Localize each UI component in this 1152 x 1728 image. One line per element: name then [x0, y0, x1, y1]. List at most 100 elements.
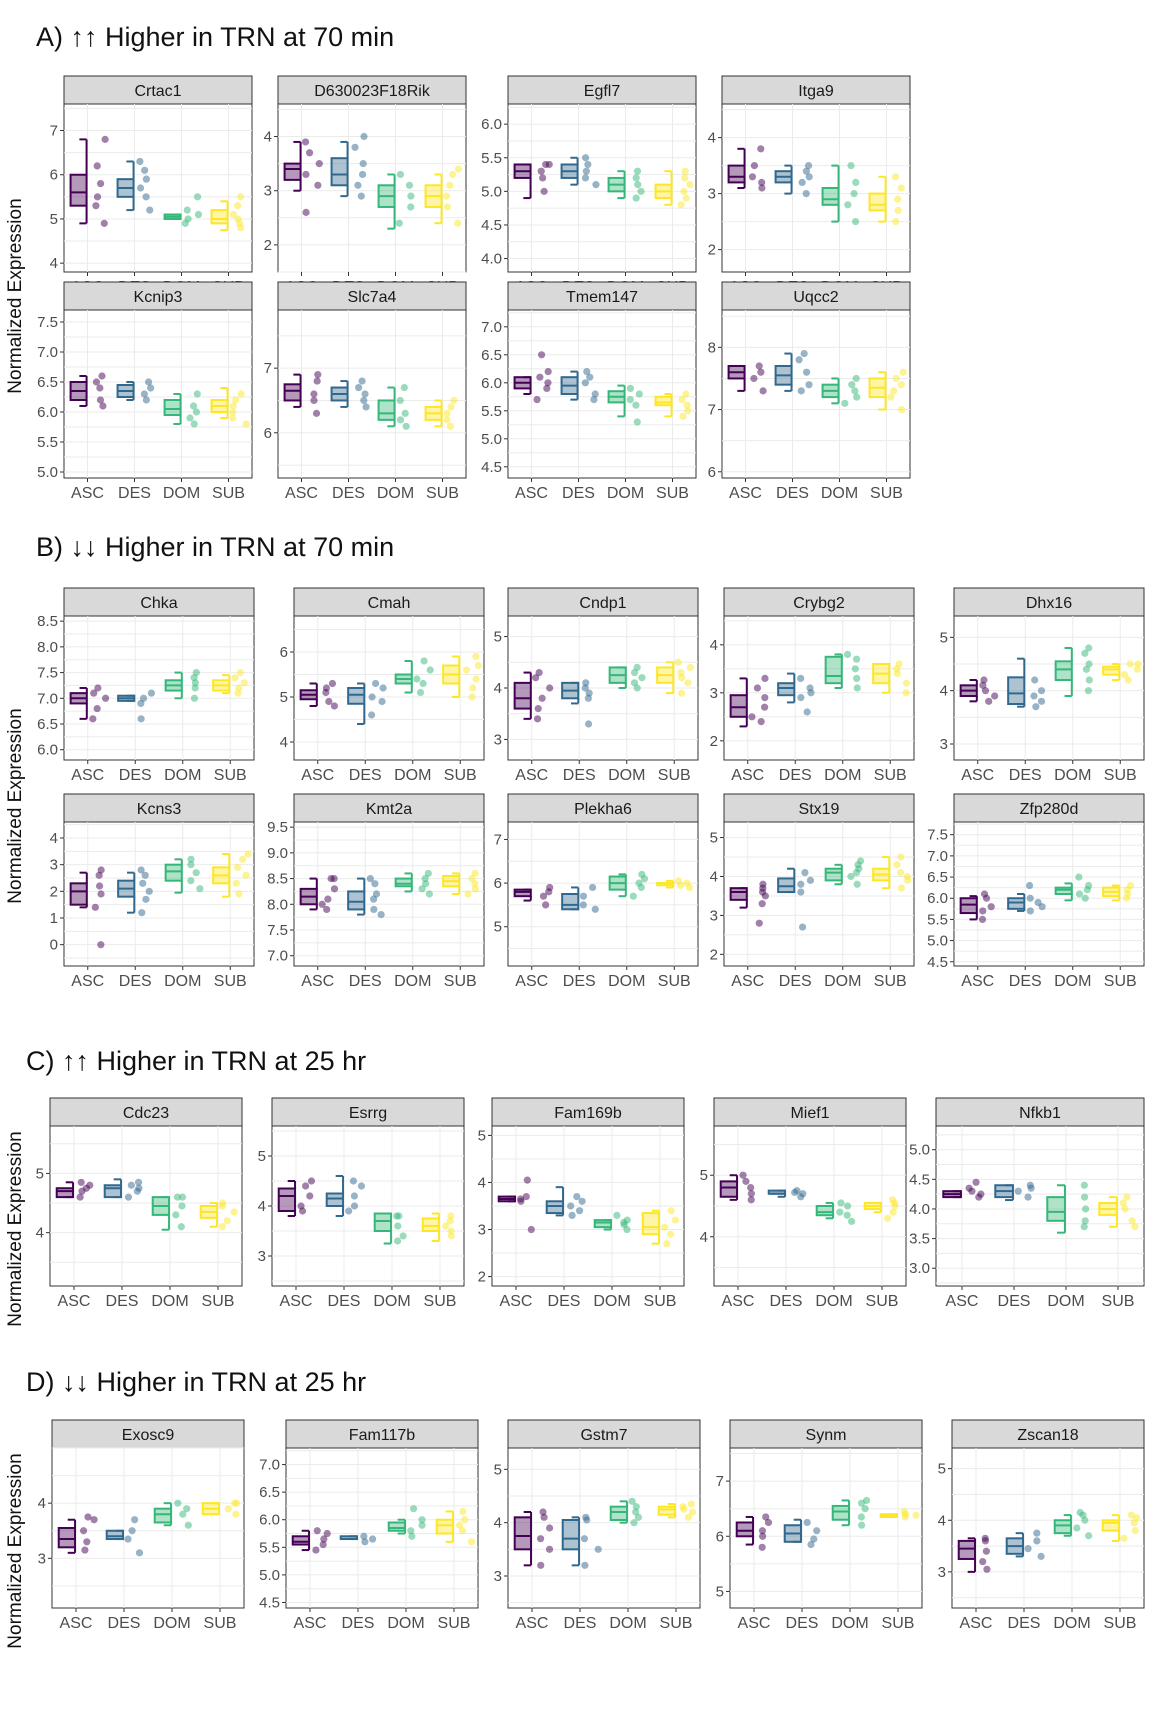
y-tick-label: 9.0 — [267, 845, 288, 862]
box-sub — [1102, 881, 1135, 902]
data-point — [1124, 676, 1132, 684]
data-point — [1026, 894, 1034, 902]
data-point — [797, 674, 805, 683]
panel-crtac1: Crtac14567ASCDESDOMSUB — [50, 75, 253, 296]
data-point — [535, 668, 543, 677]
data-point — [447, 1212, 455, 1220]
data-point — [330, 702, 339, 710]
y-tick-label: 0 — [50, 937, 58, 954]
data-point — [229, 402, 237, 410]
box-dom — [593, 1211, 631, 1234]
y-tick-label: 5 — [716, 1583, 724, 1600]
data-point — [897, 184, 905, 192]
panel-background — [723, 821, 915, 967]
box-sub — [1102, 660, 1142, 684]
panel-kmt2a: Kmt2a 7.0 7.5 8.0 8.5 9.0 9.5 ASC DES DOM SUB — [267, 793, 485, 990]
data-point — [354, 181, 362, 189]
y-tick-label: 3 — [50, 857, 58, 874]
data-point — [139, 694, 148, 702]
data-point — [314, 371, 322, 379]
data-point — [135, 1184, 143, 1192]
data-point — [330, 885, 339, 893]
data-point — [1081, 649, 1089, 657]
data-point — [1024, 1193, 1032, 1201]
data-point — [895, 660, 903, 668]
x-tick-label: ASC — [280, 1293, 313, 1310]
data-point — [425, 890, 433, 898]
x-tick-label: ASC — [58, 1293, 91, 1310]
y-tick-label: 5.0 — [481, 431, 502, 448]
data-point — [313, 1527, 321, 1535]
panel-zscan18: Zscan18 3 4 5 ASC DES DOM SUB — [938, 1419, 1145, 1632]
data-point — [98, 372, 106, 380]
y-tick-label: 9.5 — [267, 819, 288, 836]
data-point — [892, 374, 900, 383]
y-tick-label: 7 — [50, 123, 58, 140]
data-point — [442, 1222, 450, 1230]
facet-strip — [723, 587, 915, 617]
y-tick-label: 7.0 — [37, 344, 58, 361]
x-tick-label: ASC — [722, 1293, 755, 1310]
data-point — [306, 1192, 314, 1200]
facet-label: Dhx16 — [1026, 595, 1072, 612]
data-point — [667, 1207, 675, 1215]
x-tick-label: DOM — [387, 1615, 424, 1632]
box-iqr — [325, 1192, 345, 1207]
y-tick-label: 6.5 — [927, 869, 948, 886]
y-tick-label: 5 — [50, 211, 58, 228]
box-iqr — [330, 157, 349, 187]
box-dom — [377, 383, 410, 430]
data-point — [674, 877, 683, 885]
facet-label: Plekha6 — [574, 801, 632, 818]
data-point — [747, 1196, 755, 1204]
data-point — [137, 866, 145, 874]
data-point — [179, 1510, 187, 1518]
data-point — [853, 655, 861, 663]
data-point — [172, 1211, 180, 1219]
y-tick-label: 3 — [494, 731, 502, 748]
data-point — [95, 882, 104, 890]
data-point — [748, 173, 757, 181]
data-point — [582, 167, 590, 175]
data-point — [540, 187, 548, 195]
panel-background — [723, 615, 915, 761]
data-point — [1085, 644, 1093, 652]
box-des — [347, 679, 387, 725]
y-tick-label: 6 — [494, 875, 502, 892]
y-tick-label: 2 — [710, 733, 718, 750]
data-point — [135, 1549, 144, 1557]
y-tick-label: 6.5 — [37, 716, 58, 733]
data-point — [893, 861, 901, 869]
data-point — [358, 377, 366, 385]
data-point — [360, 1532, 368, 1540]
y-tick-label: 2 — [50, 883, 58, 900]
box-asc — [513, 351, 552, 404]
y-tick-label: 6.0 — [37, 742, 58, 759]
x-tick-label: DOM — [608, 767, 645, 784]
x-tick-label: DOM — [609, 1615, 646, 1632]
data-point — [674, 658, 682, 666]
data-point — [420, 657, 428, 665]
data-point — [187, 855, 195, 863]
data-point — [147, 384, 155, 392]
box-asc — [291, 1527, 331, 1554]
data-point — [140, 390, 148, 398]
x-tick-label: SUB — [656, 485, 689, 502]
data-point — [145, 887, 153, 895]
data-point — [1081, 894, 1089, 902]
box-asc — [497, 1176, 535, 1234]
x-tick-label: DOM — [815, 1293, 852, 1310]
data-point — [586, 373, 594, 381]
data-point — [527, 1225, 535, 1234]
data-point — [539, 892, 548, 900]
box-sub — [212, 850, 252, 898]
data-point — [186, 414, 194, 422]
data-point — [447, 403, 455, 411]
box-iqr — [561, 1519, 581, 1551]
data-point — [661, 1223, 669, 1231]
panel-background — [935, 1125, 1145, 1287]
data-point — [136, 157, 144, 166]
data-point — [807, 1540, 815, 1549]
data-point — [443, 416, 451, 424]
data-point — [836, 1208, 844, 1216]
